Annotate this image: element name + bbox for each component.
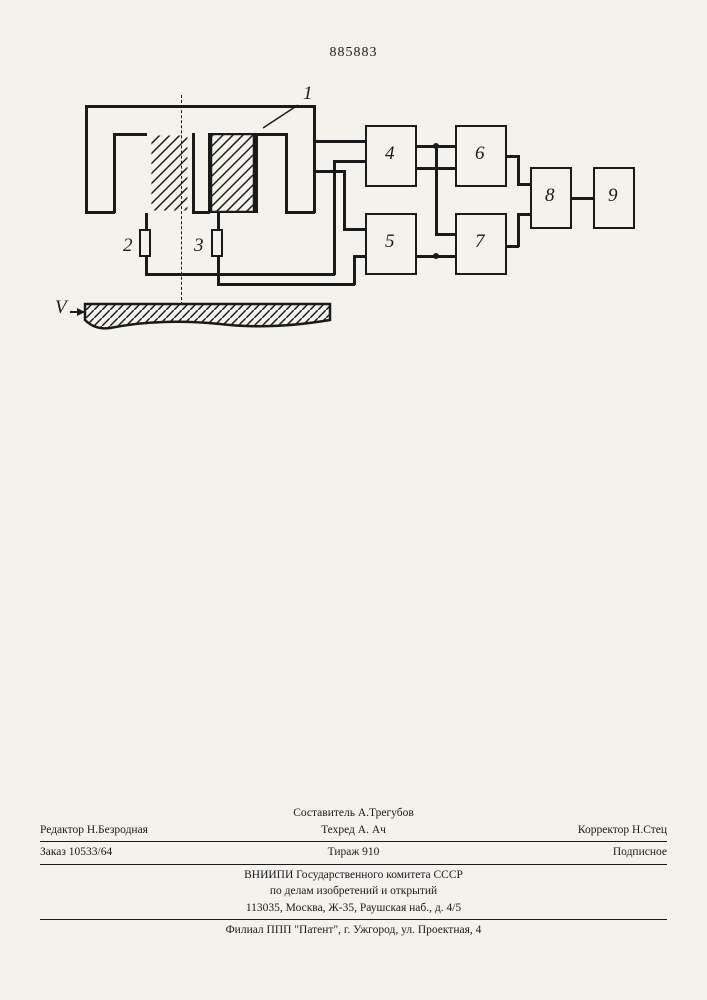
editor: Редактор Н.Безродная [40, 823, 249, 839]
schematic-diagram: 1 2 3 V 4 5 6 7 8 9 [85, 105, 635, 385]
techred: Техред А. Ач [249, 823, 458, 839]
org1: ВНИИПИ Государственного комитета СССР [40, 868, 667, 884]
divider [40, 919, 667, 920]
label-1: 1 [303, 83, 313, 105]
label-7: 7 [475, 231, 485, 253]
label-6: 6 [475, 143, 485, 165]
order: Заказ 10533/64 [40, 845, 249, 861]
page-number: 885883 [330, 45, 378, 61]
label-2: 2 [123, 235, 133, 257]
compiler: Составитель А.Трегубов [40, 806, 667, 822]
label-9: 9 [608, 185, 618, 207]
label-4: 4 [385, 143, 395, 165]
resistor-3 [211, 229, 223, 257]
label-5: 5 [385, 231, 395, 253]
addr1: 113035, Москва, Ж-35, Раушская наб., д. … [40, 901, 667, 917]
label-v: V [55, 297, 67, 319]
sample-bar [70, 302, 340, 334]
tirage: Тираж 910 [249, 845, 458, 861]
corrector: Корректор Н.Стец [458, 823, 667, 839]
org2: по делам изобретений и открытий [40, 884, 667, 900]
divider [40, 864, 667, 865]
resistor-2 [139, 229, 151, 257]
footer: Составитель А.Трегубов Редактор Н.Безрод… [40, 805, 667, 940]
subscribe: Подписное [458, 845, 667, 861]
label-8: 8 [545, 185, 555, 207]
branch: Филиал ППП "Патент", г. Ужгород, ул. Про… [40, 923, 667, 939]
label-3: 3 [194, 235, 204, 257]
divider [40, 841, 667, 842]
